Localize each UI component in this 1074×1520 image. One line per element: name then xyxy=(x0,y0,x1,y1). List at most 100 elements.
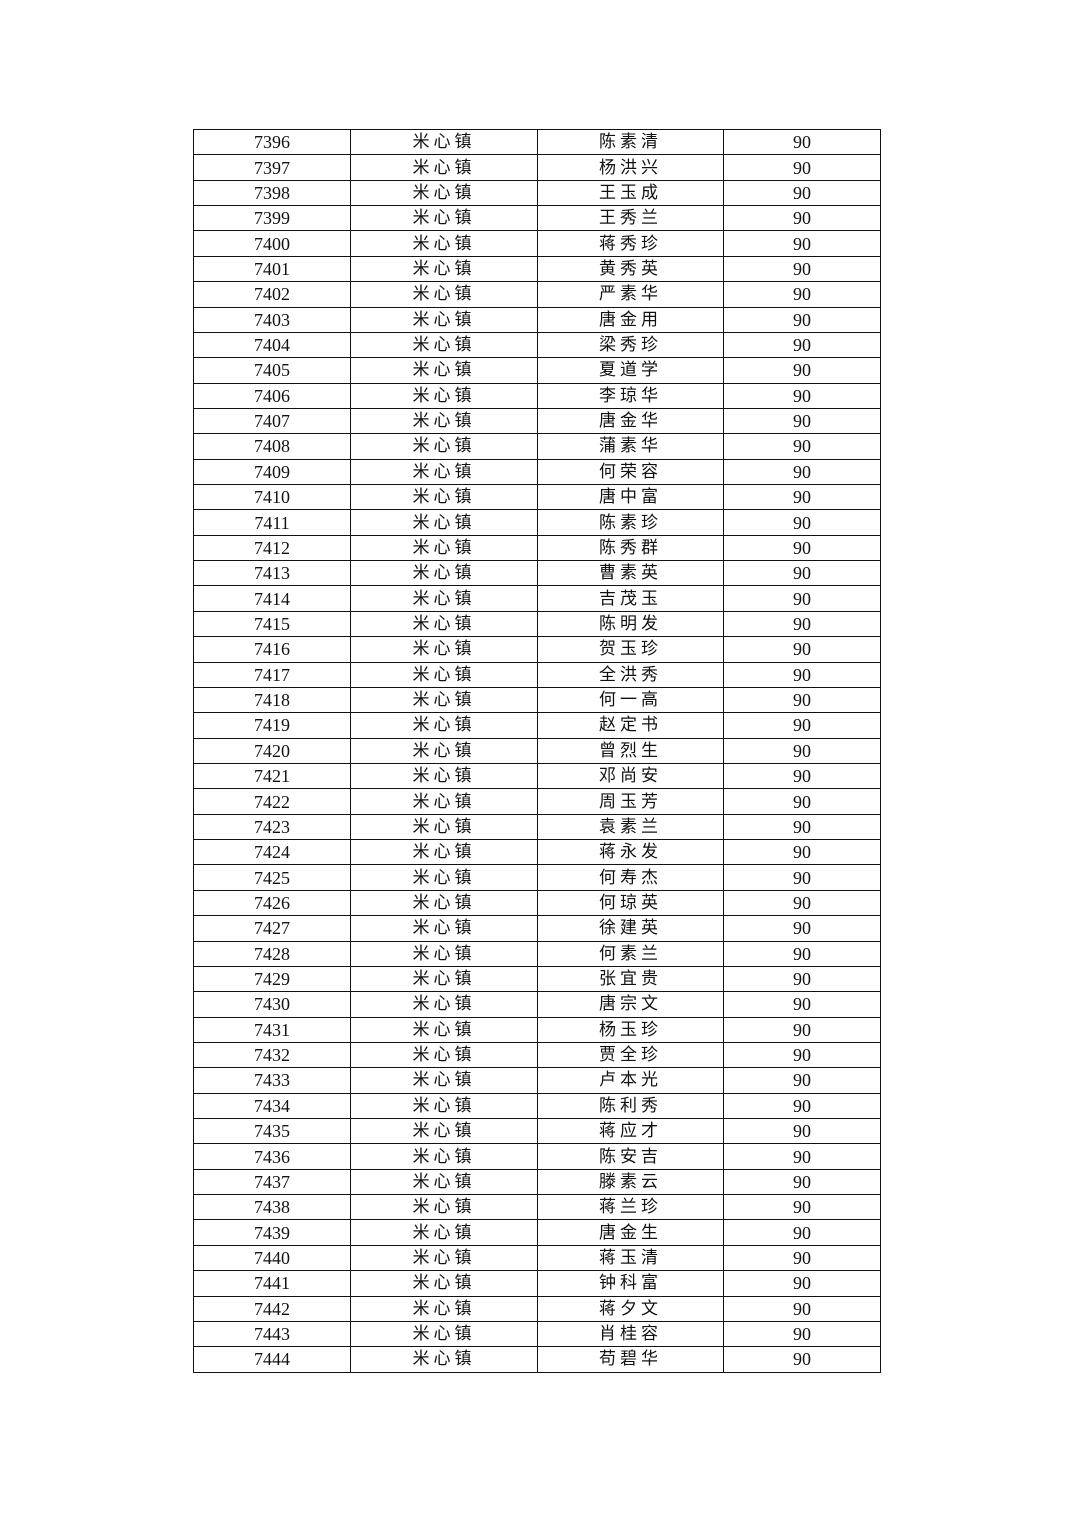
score-cell: 90 xyxy=(723,433,881,460)
score-cell: 90 xyxy=(723,585,881,612)
name-cell: 梁秀珍 xyxy=(537,331,724,359)
row-number-cell: 7436 xyxy=(193,1143,351,1170)
town-cell: 米心镇 xyxy=(350,1244,538,1272)
name-cell: 贺玉珍 xyxy=(537,636,724,663)
name-cell: 张宜贵 xyxy=(537,965,724,993)
score-cell: 90 xyxy=(723,382,881,409)
score-cell: 90 xyxy=(723,1118,881,1145)
table-row: 7426 米心镇 何琼英 90 xyxy=(193,889,881,917)
town-cell: 米心镇 xyxy=(350,331,538,359)
score-cell: 90 xyxy=(723,407,881,435)
town-cell: 米心镇 xyxy=(350,255,538,283)
row-number-cell: 7411 xyxy=(193,509,351,536)
row-number-cell: 7441 xyxy=(193,1270,351,1297)
table-row: 7429 米心镇 张宜贵 90 xyxy=(193,965,881,993)
row-number-cell: 7403 xyxy=(193,306,351,333)
name-cell: 杨玉珍 xyxy=(537,1016,724,1043)
row-number-cell: 7437 xyxy=(193,1168,351,1196)
score-cell: 90 xyxy=(723,560,881,587)
score-cell: 90 xyxy=(723,686,881,714)
row-number-cell: 7416 xyxy=(193,636,351,663)
name-cell: 肖桂容 xyxy=(537,1320,724,1348)
name-cell: 陈素清 xyxy=(537,128,724,156)
name-cell: 钟科富 xyxy=(537,1270,724,1297)
name-cell: 陈明发 xyxy=(537,610,724,638)
name-cell: 蒋永发 xyxy=(537,839,724,866)
score-cell: 90 xyxy=(723,281,881,308)
name-cell: 卢本光 xyxy=(537,1067,724,1094)
table-row: 7404 米心镇 梁秀珍 90 xyxy=(193,331,881,359)
table-row: 7434 米心镇 陈利秀 90 xyxy=(193,1092,881,1120)
row-number-cell: 7426 xyxy=(193,889,351,917)
table-row: 7443 米心镇 肖桂容 90 xyxy=(193,1320,881,1348)
row-number-cell: 7407 xyxy=(193,407,351,435)
name-cell: 王秀兰 xyxy=(537,205,724,232)
score-cell: 90 xyxy=(723,940,881,967)
score-cell: 90 xyxy=(723,1219,881,1246)
town-cell: 米心镇 xyxy=(350,636,538,663)
row-number-cell: 7440 xyxy=(193,1244,351,1272)
row-number-cell: 7435 xyxy=(193,1118,351,1145)
name-cell: 杨洪兴 xyxy=(537,154,724,181)
score-cell: 90 xyxy=(723,1168,881,1196)
name-cell: 唐宗文 xyxy=(537,991,724,1018)
table-row: 7428 米心镇 何素兰 90 xyxy=(193,940,881,967)
table-row: 7406 米心镇 李琼华 90 xyxy=(193,382,881,409)
name-cell: 徐建英 xyxy=(537,915,724,942)
table-row: 7444 米心镇 苟碧华 90 xyxy=(193,1346,881,1373)
row-number-cell: 7421 xyxy=(193,762,351,790)
score-cell: 90 xyxy=(723,179,881,207)
town-cell: 米心镇 xyxy=(350,205,538,232)
row-number-cell: 7401 xyxy=(193,255,351,283)
town-cell: 米心镇 xyxy=(350,965,538,993)
town-cell: 米心镇 xyxy=(350,1092,538,1120)
score-cell: 90 xyxy=(723,788,881,815)
score-cell: 90 xyxy=(723,534,881,562)
town-cell: 米心镇 xyxy=(350,762,538,790)
town-cell: 米心镇 xyxy=(350,991,538,1018)
town-cell: 米心镇 xyxy=(350,661,538,688)
table-row: 7438 米心镇 蒋兰珍 90 xyxy=(193,1194,881,1221)
table-row: 7397 米心镇 杨洪兴 90 xyxy=(193,154,881,181)
score-cell: 90 xyxy=(723,991,881,1018)
name-cell: 苟碧华 xyxy=(537,1346,724,1373)
town-cell: 米心镇 xyxy=(350,788,538,815)
table-row: 7433 米心镇 卢本光 90 xyxy=(193,1067,881,1094)
score-cell: 90 xyxy=(723,1320,881,1348)
name-cell: 蒋应才 xyxy=(537,1118,724,1145)
table-row: 7420 米心镇 曾烈生 90 xyxy=(193,737,881,764)
score-cell: 90 xyxy=(723,1295,881,1322)
row-number-cell: 7396 xyxy=(193,128,351,156)
table-row: 7400 米心镇 蒋秀珍 90 xyxy=(193,230,881,257)
row-number-cell: 7415 xyxy=(193,610,351,638)
score-cell: 90 xyxy=(723,128,881,156)
score-cell: 90 xyxy=(723,1270,881,1297)
table-row: 7435 米心镇 蒋应才 90 xyxy=(193,1118,881,1145)
table-row: 7430 米心镇 唐宗文 90 xyxy=(193,991,881,1018)
row-number-cell: 7418 xyxy=(193,686,351,714)
name-cell: 贾全珍 xyxy=(537,1041,724,1069)
table-row: 7409 米心镇 何荣容 90 xyxy=(193,458,881,486)
row-number-cell: 7442 xyxy=(193,1295,351,1322)
town-cell: 米心镇 xyxy=(350,610,538,638)
town-cell: 米心镇 xyxy=(350,940,538,967)
town-cell: 米心镇 xyxy=(350,509,538,536)
row-number-cell: 7406 xyxy=(193,382,351,409)
table-row: 7415 米心镇 陈明发 90 xyxy=(193,610,881,638)
row-number-cell: 7413 xyxy=(193,560,351,587)
row-number-cell: 7434 xyxy=(193,1092,351,1120)
name-cell: 唐中富 xyxy=(537,484,724,511)
town-cell: 米心镇 xyxy=(350,484,538,511)
score-cell: 90 xyxy=(723,255,881,283)
town-cell: 米心镇 xyxy=(350,1346,538,1373)
town-cell: 米心镇 xyxy=(350,560,538,587)
name-cell: 赵定书 xyxy=(537,712,724,739)
name-cell: 李琼华 xyxy=(537,382,724,409)
name-cell: 蒋兰珍 xyxy=(537,1194,724,1221)
table-row: 7424 米心镇 蒋永发 90 xyxy=(193,839,881,866)
row-number-cell: 7409 xyxy=(193,458,351,486)
town-cell: 米心镇 xyxy=(350,230,538,257)
row-number-cell: 7430 xyxy=(193,991,351,1018)
score-cell: 90 xyxy=(723,1143,881,1170)
table-row: 7419 米心镇 赵定书 90 xyxy=(193,712,881,739)
